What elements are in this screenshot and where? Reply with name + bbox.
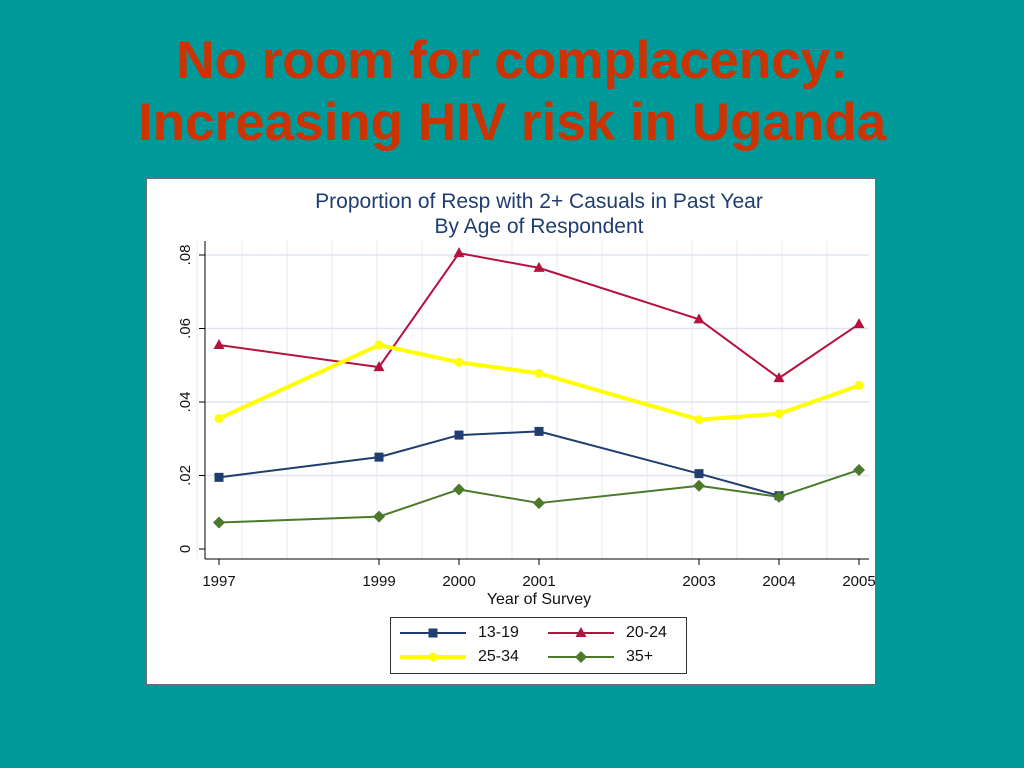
legend-swatch-marker (428, 628, 438, 638)
data-point-20-24 (373, 361, 385, 372)
legend-swatch-35plus (548, 651, 614, 663)
data-point-25-34 (694, 415, 704, 425)
legend-label: 20-24 (626, 624, 667, 641)
legend-label: 35+ (626, 648, 654, 665)
series-25-34 (214, 340, 864, 425)
legend-swatch-marker (575, 651, 587, 663)
y-tick-label: .08 (177, 245, 194, 266)
data-point-13-19 (534, 426, 544, 436)
data-point-20-24 (453, 247, 465, 258)
chart-series (213, 247, 865, 529)
data-point-35plus (693, 479, 705, 492)
legend-swatch-marker (575, 627, 587, 637)
x-axis-label: Year of Survey (487, 591, 591, 608)
data-point-35plus (213, 516, 225, 529)
data-point-25-34 (774, 409, 784, 419)
data-point-25-34 (374, 340, 384, 350)
slide-title-line-2: Increasing HIV risk in Uganda (137, 93, 887, 152)
data-point-20-24 (853, 318, 865, 329)
data-point-25-34 (854, 380, 864, 390)
legend-label: 13-19 (478, 624, 519, 641)
data-point-25-34 (534, 368, 544, 378)
x-tick-label: 1999 (362, 573, 395, 590)
series-line-13-19 (218, 430, 780, 497)
data-point-25-34 (214, 414, 224, 424)
x-tick-label: 2004 (762, 573, 795, 590)
x-tick-label: 2000 (442, 573, 475, 590)
data-point-25-34 (454, 357, 464, 367)
legend-swatch-25-34 (400, 652, 466, 662)
series-line-25-34 (218, 343, 860, 422)
x-tick-label: 2003 (682, 573, 715, 590)
data-point-35plus (373, 510, 385, 523)
series-line-20-24 (218, 252, 860, 380)
chart-grid (196, 241, 869, 559)
data-point-20-24 (773, 372, 785, 383)
data-point-20-24 (213, 339, 225, 350)
series-line-35plus (218, 469, 860, 524)
legend-label: 25-34 (478, 648, 519, 665)
legend-swatch-20-24 (548, 627, 614, 637)
x-tick-label: 1997 (202, 573, 235, 590)
y-tick-label: .04 (177, 392, 194, 413)
legend-item-35plus: 35+ (546, 646, 653, 668)
legend-item-13-19: 13-19 (398, 622, 519, 644)
y-tick-label: .02 (177, 465, 194, 486)
line-chart: Proportion of Resp with 2+ Casuals in Pa… (177, 190, 875, 608)
chart-panel: Proportion of Resp with 2+ Casuals in Pa… (146, 178, 876, 685)
chart-axes: 0 .02 .04 .06 .08 1997 1999 2000 2001 2003 2004 200… (177, 241, 875, 590)
legend-swatch-13-19 (400, 628, 466, 638)
slide-title: No room for complacency: Increasing HIV … (0, 30, 1024, 154)
data-point-35plus (453, 483, 465, 496)
legend-swatch-marker (428, 652, 438, 662)
y-tick-label: 0 (177, 545, 194, 553)
chart-title: Proportion of Resp with 2+ Casuals in Pa… (315, 190, 763, 213)
data-point-35plus (853, 463, 865, 476)
data-point-13-19 (374, 452, 384, 462)
slide-title-line-1: No room for complacency: (176, 31, 848, 90)
legend-item-20-24: 20-24 (546, 622, 667, 644)
x-tick-label: 2001 (522, 573, 555, 590)
data-point-13-19 (214, 472, 224, 482)
series-35plus (213, 463, 865, 529)
data-point-35plus (773, 490, 785, 503)
data-point-13-19 (694, 469, 704, 479)
series-20-24 (213, 247, 865, 383)
y-tick-label: .06 (177, 318, 194, 339)
data-point-20-24 (533, 261, 545, 272)
chart-legend: 13-19 20-24 25-34 35+ (390, 617, 687, 674)
x-tick-label: 2005 (842, 573, 875, 590)
data-point-20-24 (693, 313, 705, 324)
data-point-35plus (533, 497, 545, 510)
legend-item-25-34: 25-34 (398, 646, 519, 668)
data-point-13-19 (454, 430, 464, 440)
chart-subtitle: By Age of Respondent (435, 215, 644, 238)
